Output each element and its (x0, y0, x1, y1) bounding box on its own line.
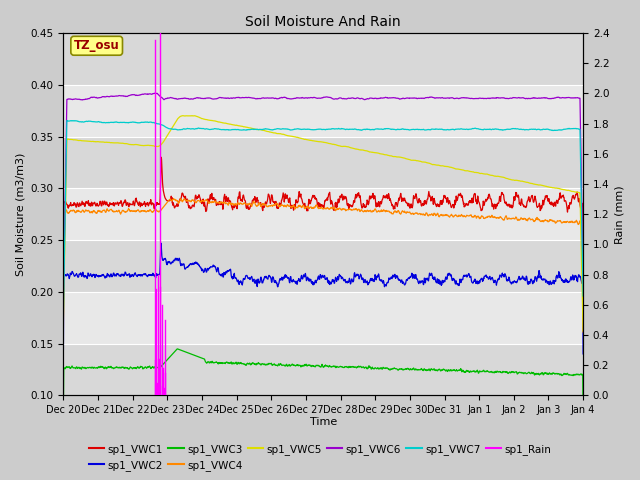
Bar (63, 33, 583, 85)
Bar (63, 292, 583, 344)
Text: TZ_osu: TZ_osu (74, 39, 120, 52)
Legend: sp1_VWC1, sp1_VWC2, sp1_VWC3, sp1_VWC4, sp1_VWC5, sp1_VWC6, sp1_VWC7, sp1_Rain: sp1_VWC1, sp1_VWC2, sp1_VWC3, sp1_VWC4, … (84, 439, 556, 475)
Y-axis label: Soil Moisture (m3/m3): Soil Moisture (m3/m3) (15, 153, 25, 276)
Y-axis label: Rain (mm): Rain (mm) (615, 185, 625, 243)
Bar (63, 188, 583, 240)
Title: Soil Moisture And Rain: Soil Moisture And Rain (245, 15, 401, 29)
Bar (63, 85, 583, 136)
Bar (63, 136, 583, 188)
Bar (63, 240, 583, 292)
Bar (63, 344, 583, 396)
X-axis label: Time: Time (310, 417, 337, 427)
